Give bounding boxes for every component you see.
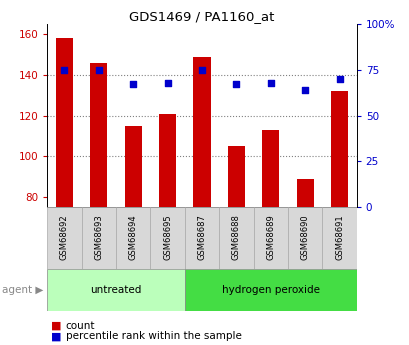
Point bbox=[130, 82, 136, 87]
Bar bbox=[184, 269, 356, 310]
Text: ■: ■ bbox=[51, 332, 62, 341]
Bar bbox=[81, 207, 116, 269]
Bar bbox=[218, 207, 253, 269]
Text: GSM68688: GSM68688 bbox=[231, 214, 240, 260]
Point bbox=[335, 76, 342, 82]
Point bbox=[164, 80, 171, 86]
Point bbox=[232, 82, 239, 87]
Bar bbox=[47, 207, 81, 269]
Text: agent ▶: agent ▶ bbox=[2, 285, 43, 295]
Point bbox=[95, 67, 102, 72]
Point bbox=[301, 87, 308, 93]
Bar bbox=[261, 130, 279, 207]
Text: GSM68690: GSM68690 bbox=[300, 214, 309, 260]
Bar bbox=[287, 207, 321, 269]
Text: GSM68695: GSM68695 bbox=[163, 214, 172, 260]
Text: hydrogen peroxide: hydrogen peroxide bbox=[221, 285, 319, 295]
Point bbox=[267, 80, 273, 86]
Bar bbox=[150, 207, 184, 269]
Bar bbox=[90, 63, 107, 207]
Bar bbox=[227, 146, 244, 207]
Bar bbox=[116, 207, 150, 269]
Bar bbox=[321, 207, 356, 269]
Text: GSM68693: GSM68693 bbox=[94, 214, 103, 260]
Text: GSM68691: GSM68691 bbox=[334, 214, 343, 260]
Bar bbox=[56, 38, 73, 207]
Text: GSM68687: GSM68687 bbox=[197, 214, 206, 260]
Bar bbox=[159, 114, 176, 207]
Bar bbox=[296, 179, 313, 207]
Text: ■: ■ bbox=[51, 321, 62, 331]
Point bbox=[61, 67, 67, 72]
Bar bbox=[330, 91, 347, 207]
Text: GSM68694: GSM68694 bbox=[128, 214, 137, 260]
Text: GSM68689: GSM68689 bbox=[265, 214, 274, 260]
Bar bbox=[193, 57, 210, 207]
Text: percentile rank within the sample: percentile rank within the sample bbox=[65, 332, 241, 341]
Point bbox=[198, 67, 204, 72]
Bar bbox=[47, 269, 184, 310]
Bar bbox=[253, 207, 287, 269]
Text: untreated: untreated bbox=[90, 285, 141, 295]
Text: count: count bbox=[65, 321, 95, 331]
Text: GSM68692: GSM68692 bbox=[60, 214, 69, 260]
Bar bbox=[124, 126, 142, 207]
Title: GDS1469 / PA1160_at: GDS1469 / PA1160_at bbox=[129, 10, 274, 23]
Bar bbox=[184, 207, 218, 269]
